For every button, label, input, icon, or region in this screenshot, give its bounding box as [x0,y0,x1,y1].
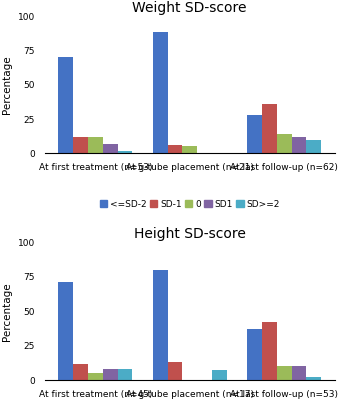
Bar [153,270,168,380]
Y-axis label: Percentage: Percentage [2,282,12,341]
Legend: <=SD-2, SD-1, 0, SD1, SD>=2: <=SD-2, SD-1, 0, SD1, SD>=2 [96,196,283,212]
Bar [262,322,277,380]
Bar [262,104,277,153]
Title: Height SD-score: Height SD-score [134,228,246,242]
Bar [58,282,73,380]
Bar [118,151,132,153]
Bar [212,370,227,380]
Y-axis label: Percentage: Percentage [2,55,12,114]
Bar [247,115,262,153]
Bar [103,144,118,153]
Bar [168,362,183,380]
Bar [306,377,321,380]
Bar [306,140,321,153]
Bar [153,32,168,153]
Bar [73,364,88,380]
Bar [88,137,103,153]
Bar [118,369,132,380]
Bar [292,366,306,380]
Bar [277,366,292,380]
Bar [88,373,103,380]
Bar [292,137,306,153]
Bar [103,369,118,380]
Bar [183,146,197,153]
Bar [277,134,292,153]
Bar [168,145,183,153]
Title: Weight SD-score: Weight SD-score [132,1,247,15]
Bar [73,137,88,153]
Bar [58,57,73,153]
Bar [247,329,262,380]
